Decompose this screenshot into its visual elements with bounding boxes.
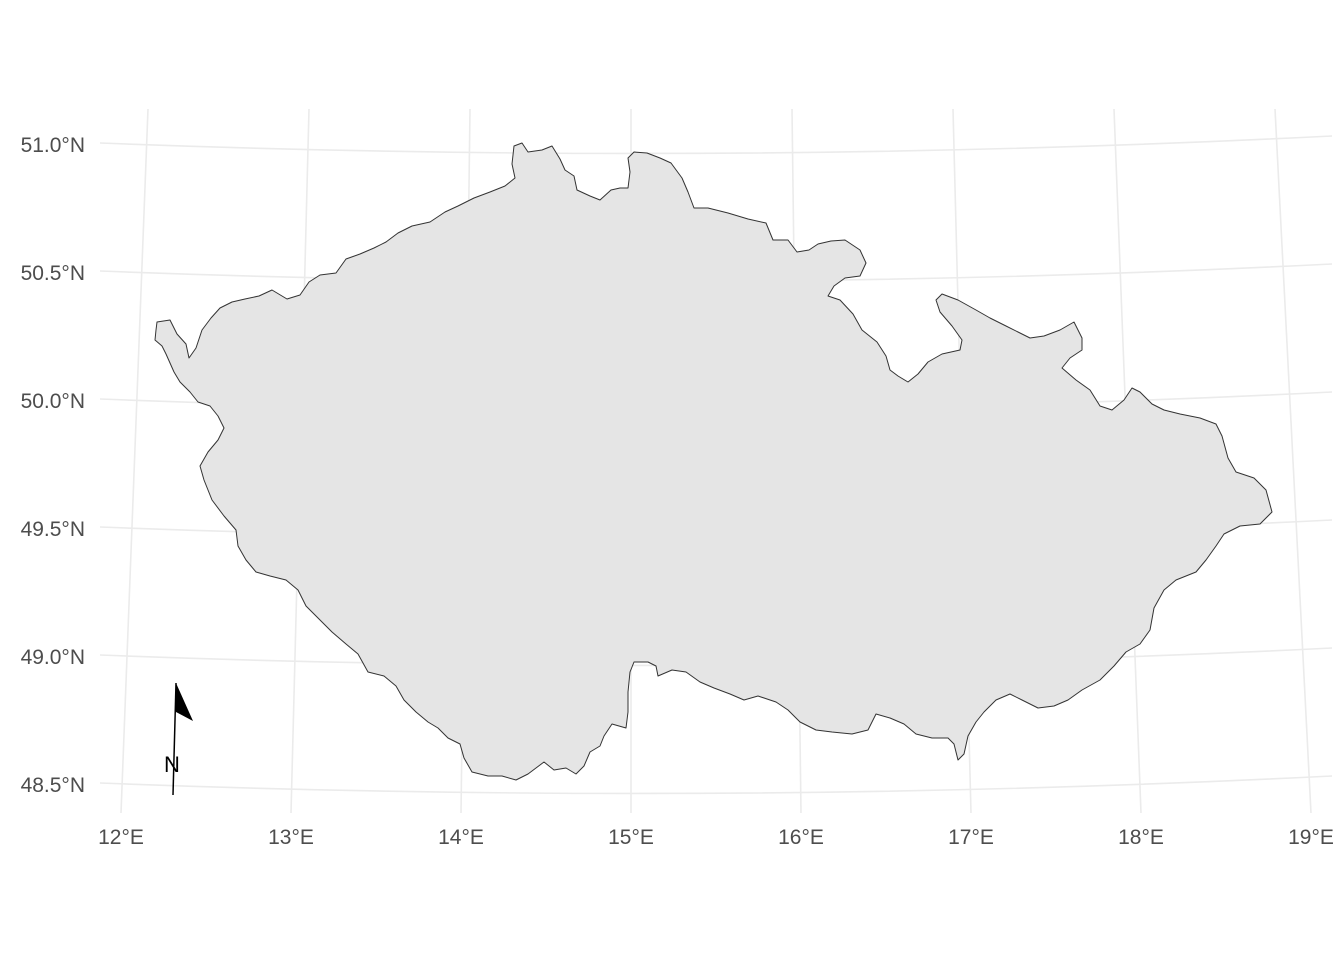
graticule-lat-51-0	[99, 135, 1333, 155]
x-tick-label: 14°E	[438, 826, 484, 849]
y-tick-label: 51.0°N	[21, 134, 85, 157]
x-tick-label: 18°E	[1118, 826, 1164, 849]
y-tick-label: 49.5°N	[21, 518, 85, 541]
x-tick-label: 13°E	[268, 826, 314, 849]
y-axis-labels: 51.0°N 50.5°N 50.0°N 49.5°N 49.0°N 48.5°…	[21, 134, 85, 797]
graticule-lon-12	[120, 108, 149, 814]
x-tick-label: 17°E	[948, 826, 994, 849]
x-tick-label: 16°E	[778, 826, 824, 849]
north-arrow: N	[164, 682, 193, 796]
north-arrow-label: N	[164, 752, 180, 777]
y-tick-label: 50.5°N	[21, 262, 85, 285]
north-arrow-icon	[172, 682, 193, 796]
x-tick-label: 19°E	[1288, 826, 1334, 849]
x-tick-label: 12°E	[98, 826, 144, 849]
y-tick-label: 49.0°N	[21, 646, 85, 669]
graticule-lat-48-5	[99, 775, 1333, 795]
x-axis-labels: 12°E 13°E 14°E 15°E 16°E 17°E 18°E 19°E	[98, 826, 1334, 849]
country-outline-czech-republic	[154, 142, 1273, 781]
y-tick-label: 48.5°N	[21, 774, 85, 797]
y-tick-label: 50.0°N	[21, 390, 85, 413]
x-tick-label: 15°E	[608, 826, 654, 849]
graticule-lon-19	[1274, 108, 1312, 814]
